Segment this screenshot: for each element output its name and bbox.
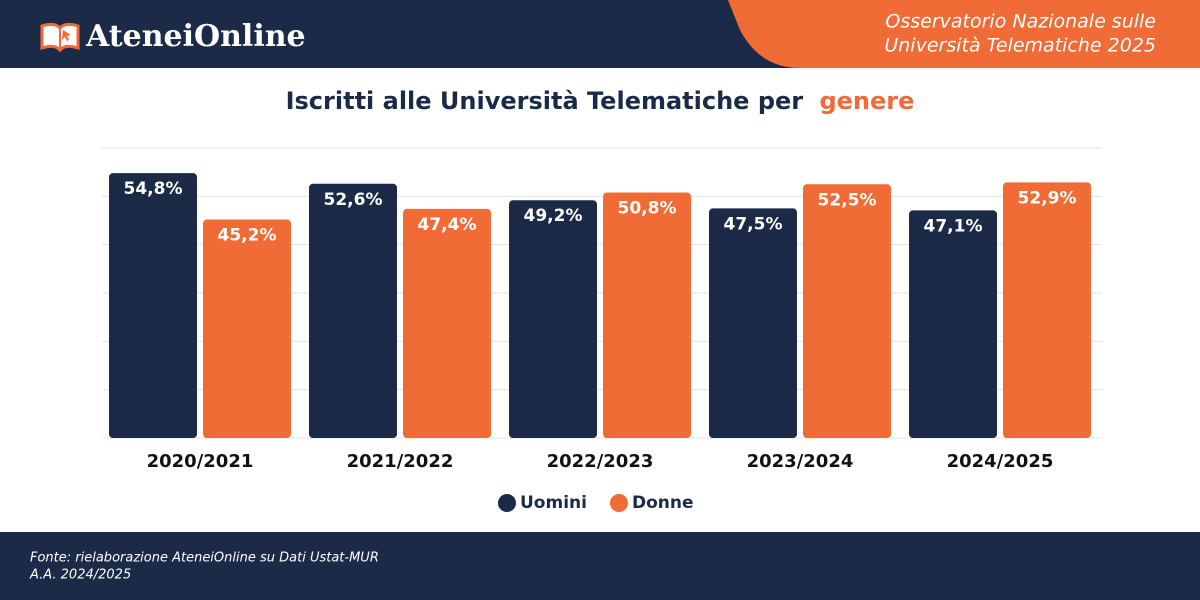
x-tick-label: 2020/2021 xyxy=(147,451,254,472)
data-label: 52,9% xyxy=(1018,188,1077,208)
plot: 54,8% 45,2% 2020/2021 52,6% 47,4% 2021/2022 49… xyxy=(102,147,1102,513)
header-accent xyxy=(728,0,1200,68)
bar xyxy=(509,200,597,438)
logo-icon xyxy=(40,22,80,53)
data-label: 49,2% xyxy=(524,206,583,226)
legend-label: Uomini xyxy=(520,493,587,513)
data-label: 52,5% xyxy=(818,190,877,210)
x-tick-label: 2021/2022 xyxy=(347,451,454,472)
footer-year: A.A. 2024/2025 xyxy=(29,568,131,583)
title-text: Iscritti alle Università Telematiche per xyxy=(286,87,804,115)
legend-marker xyxy=(498,494,516,512)
bar xyxy=(709,208,797,438)
bar xyxy=(1003,182,1091,438)
data-label: 52,6% xyxy=(324,190,383,210)
chart-title: Iscritti alle Università Telematiche per… xyxy=(286,87,915,115)
x-tick-label: 2024/2025 xyxy=(947,451,1054,472)
title-highlight: genere xyxy=(819,87,914,115)
data-label: 45,2% xyxy=(218,226,277,246)
tagline: Università Telematiche 2025 xyxy=(884,35,1156,57)
footer-source: Fonte: rielaborazione AteneiOnline su Da… xyxy=(30,551,379,566)
bar xyxy=(909,210,997,438)
data-label: 47,5% xyxy=(724,214,783,234)
legend-label: Donne xyxy=(632,493,694,513)
data-label: 47,4% xyxy=(418,215,477,235)
bar xyxy=(603,192,691,438)
data-label: 50,8% xyxy=(618,198,677,218)
logo-text: AteneiOnline xyxy=(85,19,306,54)
bar xyxy=(309,183,397,438)
bar xyxy=(109,173,197,438)
data-label: 47,1% xyxy=(924,216,983,236)
footer-bar xyxy=(0,532,1200,600)
x-tick-label: 2022/2023 xyxy=(547,451,654,472)
legend-marker xyxy=(609,494,628,512)
bar xyxy=(803,184,891,438)
data-label: 54,8% xyxy=(124,179,183,199)
tagline: Osservatorio Nazionale sulle xyxy=(885,11,1156,33)
bar xyxy=(203,219,291,438)
bar xyxy=(403,208,491,438)
x-tick-label: 2023/2024 xyxy=(747,451,854,472)
